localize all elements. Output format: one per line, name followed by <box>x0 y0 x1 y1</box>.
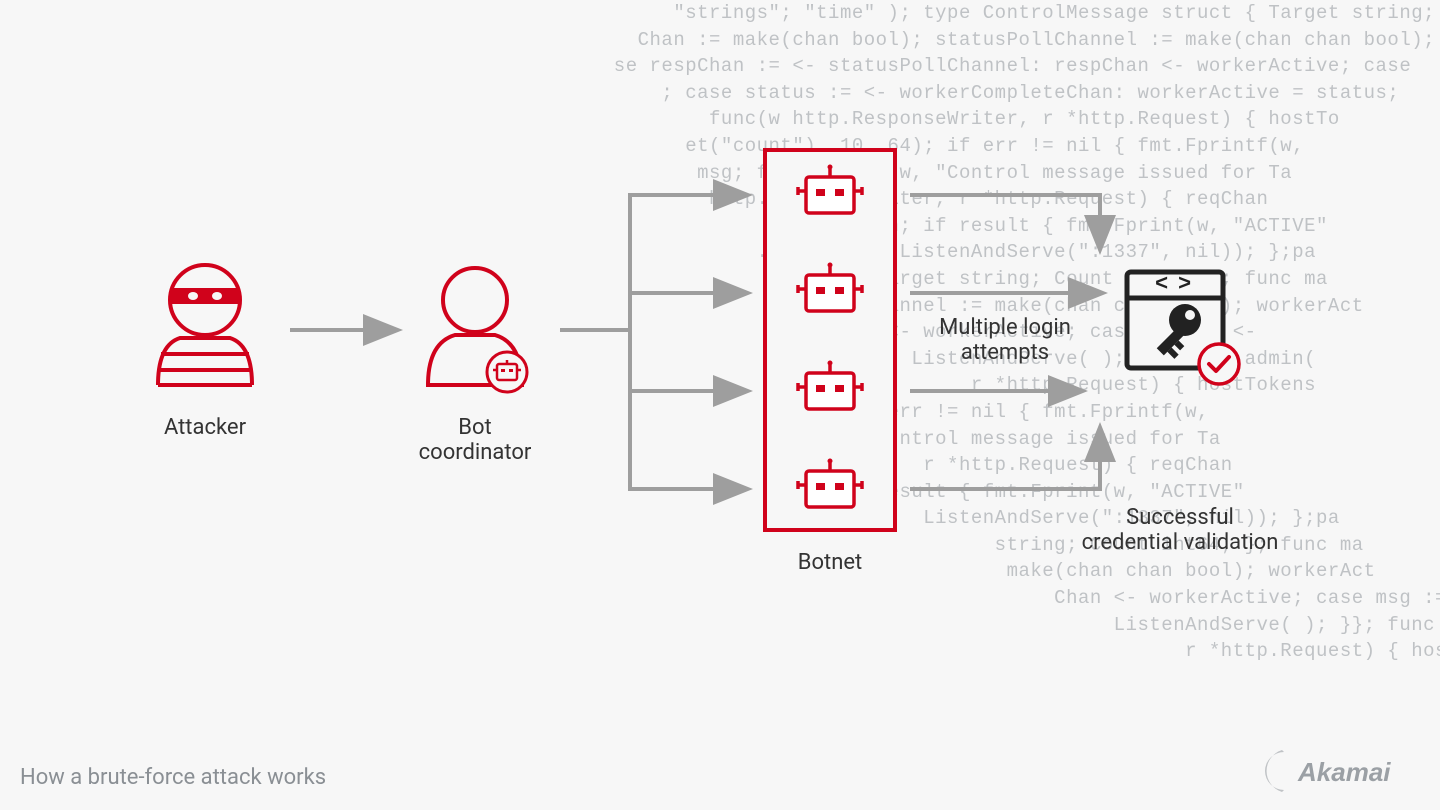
successful-validation-label: Successful credential validation <box>1065 505 1295 555</box>
arrow-coord-to-bot-1 <box>560 195 745 330</box>
bot-coordinator-icon <box>428 268 527 392</box>
multiple-login-label: Multiple login attempts <box>915 315 1095 365</box>
diagram-svg: < > <box>0 0 1440 810</box>
svg-text:Akamai: Akamai <box>1297 757 1391 787</box>
svg-text:<: < <box>1155 272 1168 297</box>
arrow-coord-to-bot-4 <box>560 330 745 489</box>
attacker-label: Attacker <box>155 415 255 440</box>
diagram-caption: How a brute-force attack works <box>20 765 326 790</box>
target-icon: < > <box>1127 272 1239 384</box>
attacker-icon <box>158 265 252 385</box>
arrow-coord-to-bot-2 <box>560 293 745 330</box>
arrow-bot-to-target-1 <box>910 195 1100 247</box>
svg-text:>: > <box>1178 272 1191 297</box>
arrow-coord-to-bot-3 <box>560 330 745 391</box>
botnet-label: Botnet <box>785 550 875 575</box>
arrow-bot-to-target-4 <box>910 430 1100 489</box>
bot-coordinator-label: Bot coordinator <box>410 415 540 465</box>
akamai-logo: Akamai <box>1260 745 1420 795</box>
